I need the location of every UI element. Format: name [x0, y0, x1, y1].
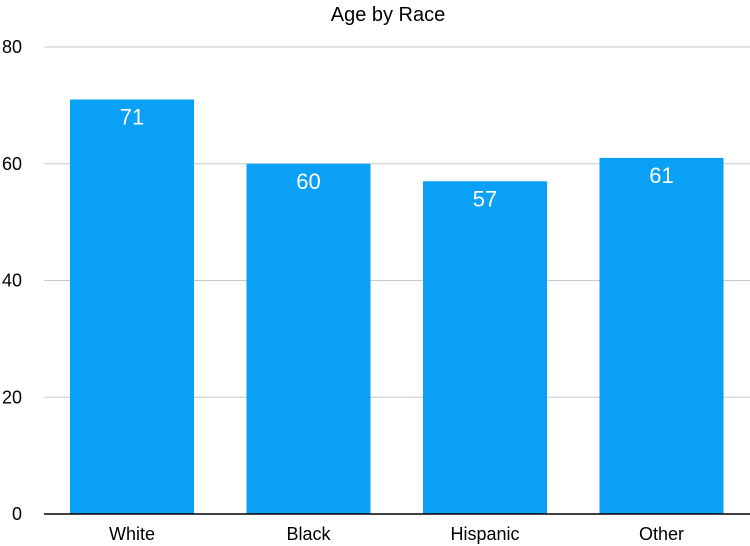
y-axis-tick-labels: 0 20 40 60 80 — [2, 37, 22, 524]
bar-hispanic — [423, 181, 547, 514]
chart-title: Age by Race — [331, 4, 446, 26]
y-tick-label: 80 — [2, 37, 22, 57]
bar-value-labels: 71 60 57 61 — [120, 105, 674, 212]
bar-black — [246, 163, 371, 514]
x-category-label: White — [109, 524, 155, 544]
y-tick-label: 60 — [2, 154, 22, 174]
bar-value-label: 60 — [296, 169, 320, 194]
bar-value-label: 71 — [120, 105, 144, 130]
x-category-label: Hispanic — [450, 524, 519, 544]
bar-white — [70, 99, 194, 514]
bars — [70, 99, 724, 514]
y-tick-label: 20 — [2, 387, 22, 407]
x-category-label: Black — [286, 524, 331, 544]
y-tick-label: 0 — [12, 504, 22, 524]
x-category-label: Other — [639, 524, 684, 544]
bar-value-label: 61 — [649, 163, 673, 188]
y-tick-label: 40 — [2, 271, 22, 291]
x-axis-category-labels: White Black Hispanic Other — [109, 524, 684, 544]
bar-value-label: 57 — [473, 186, 497, 211]
bar-other — [599, 157, 724, 514]
